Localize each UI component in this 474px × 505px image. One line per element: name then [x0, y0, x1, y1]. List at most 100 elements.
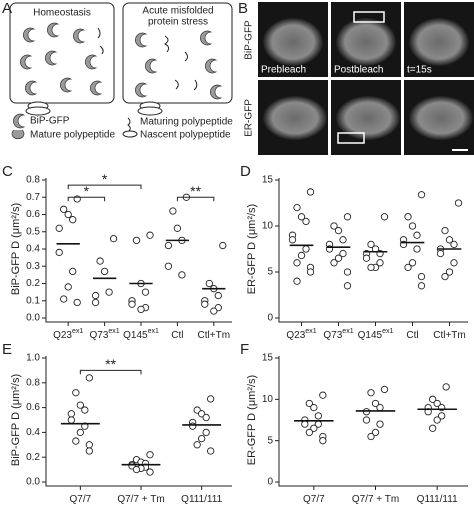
data-point	[371, 399, 380, 408]
data-point	[81, 406, 89, 414]
panel-letter: C	[2, 163, 13, 180]
data-point	[330, 222, 338, 230]
panel-letter: D	[240, 163, 251, 180]
significance-label: *	[84, 183, 90, 199]
data-point	[404, 213, 412, 221]
y-tick-label: 15	[262, 353, 274, 364]
data-point	[109, 234, 118, 243]
data-point	[60, 205, 68, 213]
significance-label: **	[190, 183, 201, 199]
data-point	[343, 282, 352, 290]
y-tick-label: 0.8	[26, 175, 40, 186]
data-point	[302, 217, 310, 226]
data-point	[293, 203, 301, 212]
y-tick-label: 15	[262, 175, 274, 186]
data-point	[367, 389, 375, 397]
y-tick-label: 0.6	[26, 402, 40, 413]
category-name: Q145	[358, 330, 383, 341]
homeostasis-box	[9, 2, 115, 104]
data-point	[72, 437, 80, 445]
y-tick-label: 0.2	[26, 452, 40, 463]
data-point	[67, 416, 75, 424]
data-point	[64, 210, 72, 219]
data-point	[445, 268, 454, 276]
data-point	[301, 420, 309, 428]
x-tick-label: Ctl	[171, 330, 183, 341]
category-name: Q23	[53, 330, 72, 341]
category-name: Q73	[89, 330, 108, 341]
x-tick-label: Ctl	[406, 330, 418, 341]
category-name: Ctl	[406, 330, 418, 341]
y-tick-label: 5	[267, 435, 273, 446]
y-tick-label: 0.4	[26, 244, 40, 255]
data-point	[310, 403, 318, 412]
data-point	[132, 236, 141, 245]
x-tick-label: Q23ex1	[53, 328, 83, 341]
data-point	[362, 408, 371, 416]
data-point	[305, 428, 313, 437]
category-name: Ctl	[171, 330, 183, 341]
data-point	[85, 441, 93, 449]
data-point	[146, 231, 154, 239]
column-label: Postbleach	[334, 65, 383, 76]
legend-icon	[127, 117, 131, 132]
x-tick-label: Q7/7 + Tm	[117, 494, 164, 505]
legend-icon	[12, 113, 25, 129]
panel-letter: E	[2, 341, 12, 358]
y-axis-label: ER-GFP D (μm²/s)	[246, 375, 258, 465]
data-point	[413, 245, 421, 253]
data-point	[376, 403, 384, 412]
data-point	[438, 412, 446, 420]
stress-box	[122, 2, 233, 104]
x-tick-label: Q111/111	[417, 494, 458, 505]
data-point	[69, 267, 77, 276]
category-superscript: ex1	[382, 328, 393, 335]
data-point	[193, 441, 201, 449]
data-point	[367, 263, 375, 272]
significance-bracket	[79, 369, 142, 375]
y-axis-label: BiP-GFP D (μm²/s)	[10, 374, 22, 466]
significance-label: **	[105, 356, 116, 372]
micrographs	[258, 2, 474, 155]
data-point	[339, 249, 347, 258]
data-point	[433, 416, 441, 424]
legend-label: Nascent polypeptide	[140, 130, 231, 141]
data-point	[450, 240, 458, 249]
data-point	[293, 259, 301, 267]
data-point	[339, 236, 347, 244]
data-point	[413, 231, 421, 239]
data-point	[429, 424, 437, 432]
data-point	[310, 424, 318, 432]
significance-bracket	[176, 196, 215, 202]
x-tick-label: Ctl+Tm	[433, 330, 466, 341]
panel-letter: A	[2, 0, 12, 17]
data-point	[376, 259, 384, 267]
x-tick-label: Q145ex1	[123, 328, 159, 341]
box-title: protein stress	[148, 17, 208, 28]
category-name: Q111/111	[417, 494, 458, 505]
data-point	[55, 224, 63, 232]
category-superscript: ex1	[72, 328, 83, 335]
data-point	[314, 412, 322, 420]
y-axis-label: BiP-GFP D (μm²/s)	[10, 203, 22, 295]
ribosome	[25, 101, 163, 116]
y-tick-label: 0.0	[26, 477, 40, 488]
data-point	[72, 389, 80, 397]
box-title: Homeostasis	[33, 8, 91, 19]
significance-label: *	[102, 171, 108, 187]
data-point	[442, 383, 450, 391]
data-point	[297, 213, 306, 221]
y-tick-label: 0.6	[26, 209, 40, 220]
data-point	[67, 410, 75, 418]
y-tick-label: 5	[267, 267, 273, 278]
category-name: Q7/7	[303, 494, 325, 505]
data-point	[60, 295, 68, 303]
category-name: Q111/111	[181, 494, 222, 505]
data-point	[73, 195, 81, 203]
category-name: Q73	[323, 330, 342, 341]
y-tick-label: 0.1	[26, 295, 40, 306]
data-point	[305, 399, 313, 408]
category-name: Q7/7 + Tm	[352, 494, 399, 505]
category-name: Ctl+Tm	[433, 330, 466, 341]
